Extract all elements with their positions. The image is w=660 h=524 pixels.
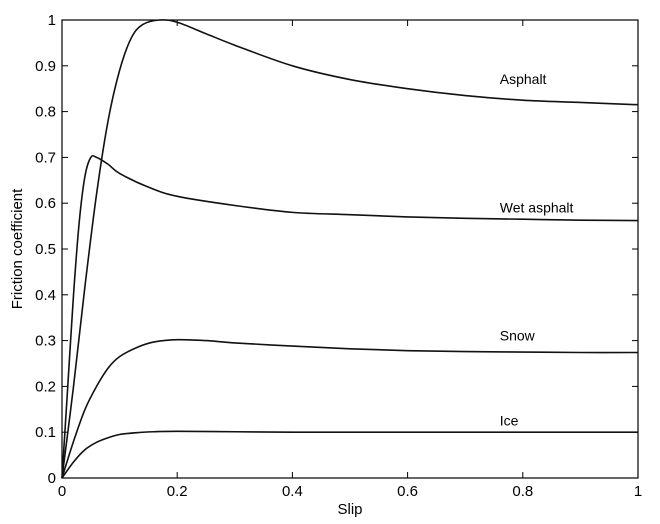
y-tick-label: 0.4 bbox=[35, 287, 56, 304]
x-tick-label: 0.2 bbox=[167, 483, 188, 500]
x-tick-label: 1 bbox=[634, 483, 642, 500]
y-tick-label: 0.3 bbox=[35, 333, 56, 350]
y-tick-label: 0.9 bbox=[35, 58, 56, 75]
series-label-asphalt: Asphalt bbox=[500, 71, 547, 87]
x-axis-label: Slip bbox=[337, 501, 362, 518]
x-tick-label: 0.8 bbox=[512, 483, 533, 500]
x-tick-label: 0 bbox=[58, 483, 66, 500]
y-tick-label: 0.7 bbox=[35, 149, 56, 166]
x-tick-label: 0.6 bbox=[397, 483, 418, 500]
series-line-snow bbox=[61, 338, 639, 479]
y-tick-label: 0.1 bbox=[35, 424, 56, 441]
series-label-ice: Ice bbox=[500, 412, 519, 428]
y-axis-label: Friction coefficient bbox=[9, 188, 26, 309]
series-label-snow: Snow bbox=[500, 328, 536, 344]
plot-frame bbox=[61, 19, 639, 479]
y-tick-label: 1 bbox=[48, 12, 56, 29]
series-line-ice bbox=[61, 430, 638, 479]
series-label-wet-asphalt: Wet asphalt bbox=[500, 199, 574, 215]
y-tick-label: 0.5 bbox=[35, 241, 56, 258]
plot-area: 0 0.2 0.4 0.6 0.8 1 0 0.1 0.2 0.3 0.4 0.5 0.6 0.7 0.8 0… bbox=[35, 12, 642, 500]
y-tick-label: 0 bbox=[48, 470, 56, 487]
series-line-wet-asphalt bbox=[61, 154, 639, 479]
series-line-asphalt bbox=[61, 19, 639, 479]
y-tick-label: 0.8 bbox=[35, 104, 56, 121]
y-tick-label: 0.2 bbox=[35, 378, 56, 395]
y-tick-label: 0.6 bbox=[35, 195, 56, 212]
x-tick-label: 0.4 bbox=[282, 483, 303, 500]
